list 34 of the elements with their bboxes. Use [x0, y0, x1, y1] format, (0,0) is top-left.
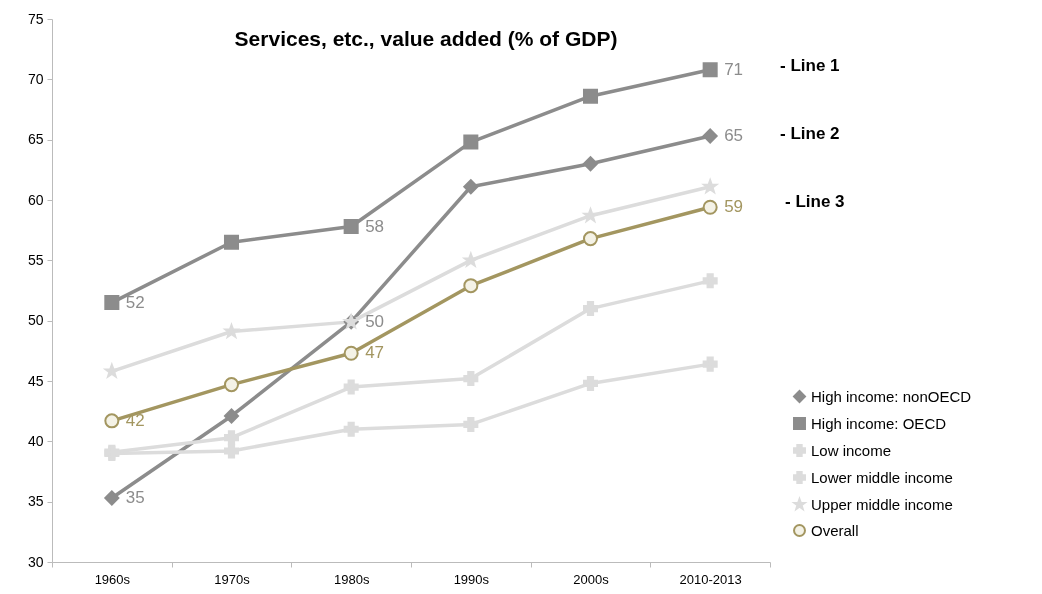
data-label: 59: [724, 197, 744, 217]
data-label: 71: [724, 59, 744, 79]
legend-label: Low income: [811, 441, 892, 459]
chart-title: Services, etc., value added (% of GDP): [234, 27, 618, 50]
x-tick-label: 2010-2013: [679, 571, 742, 587]
data-label: 52: [125, 292, 145, 312]
text: - Line 2: [780, 124, 840, 143]
y-tick-label: 65: [27, 131, 44, 148]
y-tick-label: 60: [27, 191, 44, 208]
y-tick-label: 35: [27, 493, 44, 510]
x-tick-label: 2000s: [573, 571, 610, 587]
legend-label: High income: OECD: [811, 414, 947, 432]
x-tick-label: 1960s: [94, 571, 131, 587]
text: - Line 1: [780, 56, 840, 75]
y-tick-label: 70: [27, 70, 44, 87]
y-tick-label: 50: [27, 312, 44, 329]
data-label: 58: [365, 216, 385, 236]
legend-label: Overall: [811, 521, 859, 539]
text: - Line 3: [785, 192, 845, 211]
y-tick-label: 55: [27, 251, 44, 268]
data-label: 65: [724, 126, 744, 146]
data-label: 35: [125, 488, 145, 508]
legend-label: Upper middle income: [811, 495, 953, 513]
y-tick-label: 40: [27, 432, 44, 449]
legend-label: Lower middle income: [811, 468, 953, 486]
data-label: 50: [365, 311, 385, 331]
legend-label: High income: nonOECD: [811, 387, 972, 405]
x-tick-label: 1970s: [214, 571, 251, 587]
y-tick-label: 30: [27, 553, 44, 570]
y-tick-label: 75: [27, 10, 44, 27]
x-tick-label: 1990s: [453, 571, 490, 587]
data-label: 47: [365, 343, 385, 363]
y-tick-label: 45: [27, 372, 44, 389]
x-tick-label: 1980s: [333, 571, 370, 587]
